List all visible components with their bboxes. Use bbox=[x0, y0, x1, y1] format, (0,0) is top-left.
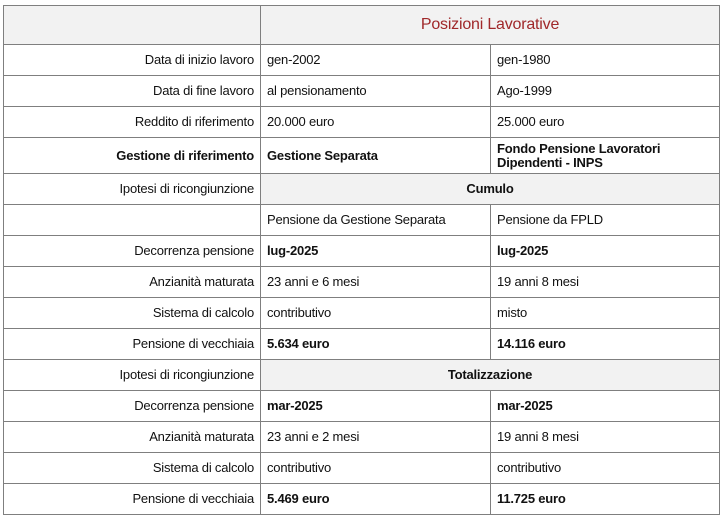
cell-value: 5.634 euro bbox=[260, 328, 491, 360]
row-label: Anzianità maturata bbox=[3, 266, 261, 298]
cell-value: Gestione Separata bbox=[260, 137, 491, 174]
cell-value: 11.725 euro bbox=[490, 483, 720, 515]
cell-value: 25.000 euro bbox=[490, 106, 720, 138]
empty-cell bbox=[3, 204, 261, 236]
cell-value: gen-1980 bbox=[490, 44, 720, 76]
table-row: Anzianità maturata 23 anni e 2 mesi 19 ann… bbox=[3, 421, 720, 453]
cell-value: contributivo bbox=[260, 297, 491, 329]
row-label: Pensione di vecchiaia bbox=[3, 328, 261, 360]
row-label: Anzianità maturata bbox=[3, 421, 261, 453]
header-empty-cell bbox=[3, 5, 261, 45]
subheader-row: Pensione da Gestione Separata Pensione d… bbox=[3, 204, 720, 236]
table-row: Pensione di vecchiaia 5.634 euro 14.116 eu… bbox=[3, 328, 720, 360]
cell-value: 23 anni e 2 mesi bbox=[260, 421, 491, 453]
row-label: Data di fine lavoro bbox=[3, 75, 261, 107]
row-label: Sistema di calcolo bbox=[3, 297, 261, 329]
cell-value: contributivo bbox=[260, 452, 491, 484]
table-header-row: Posizioni Lavorative bbox=[3, 5, 720, 45]
row-label: Reddito di riferimento bbox=[3, 106, 261, 138]
cell-value: contributivo bbox=[490, 452, 720, 484]
row-label: Data di inizio lavoro bbox=[3, 44, 261, 76]
table-row: Decorrenza pensione lug-2025 lug-2025 bbox=[3, 235, 720, 267]
cell-value: Ago-1999 bbox=[490, 75, 720, 107]
cell-value: 20.000 euro bbox=[260, 106, 491, 138]
table-row: Data di inizio lavoro gen-2002 gen-1980 bbox=[3, 44, 720, 76]
row-label: Ipotesi di ricongiunzione bbox=[3, 359, 261, 391]
row-label: Gestione di riferimento bbox=[3, 137, 261, 174]
cell-value: lug-2025 bbox=[260, 235, 491, 267]
column-subheader: Pensione da Gestione Separata bbox=[260, 204, 491, 236]
table-row: Reddito di riferimento 20.000 euro 25.00… bbox=[3, 106, 720, 138]
gestione-row: Gestione di riferimento Gestione Separat… bbox=[3, 137, 720, 174]
table-row: Decorrenza pensione mar-2025 mar-2025 bbox=[3, 390, 720, 422]
row-label: Decorrenza pensione bbox=[3, 390, 261, 422]
table-row: Anzianità maturata 23 anni e 6 mesi 19 ann… bbox=[3, 266, 720, 298]
section-row-totalizzazione: Ipotesi di ricongiunzione Totalizzazione bbox=[3, 359, 720, 391]
table-row: Pensione di vecchiaia 5.469 euro 11.725 eu… bbox=[3, 483, 720, 515]
cell-value: 5.469 euro bbox=[260, 483, 491, 515]
section-title: Totalizzazione bbox=[260, 359, 720, 391]
table-row: Sistema di calcolo contributivo contributi… bbox=[3, 452, 720, 484]
table-title: Posizioni Lavorative bbox=[260, 5, 720, 45]
row-label: Sistema di calcolo bbox=[3, 452, 261, 484]
column-subheader: Pensione da FPLD bbox=[490, 204, 720, 236]
table-row: Data di fine lavoro al pensionamento Ago… bbox=[3, 75, 720, 107]
cell-value: misto bbox=[490, 297, 720, 329]
section-row-cumulo: Ipotesi di ricongiunzione Cumulo bbox=[3, 173, 720, 205]
cell-value: al pensionamento bbox=[260, 75, 491, 107]
cell-value: mar-2025 bbox=[260, 390, 491, 422]
row-label: Pensione di vecchiaia bbox=[3, 483, 261, 515]
cell-line: Fondo Pensione Lavoratori bbox=[497, 140, 661, 156]
pension-comparison-table: Posizioni Lavorative Data di inizio lavo… bbox=[3, 5, 720, 515]
cell-line: Dipendenti - INPS bbox=[497, 154, 603, 170]
cell-value: 19 anni 8 mesi bbox=[490, 266, 720, 298]
cell-value: 23 anni e 6 mesi bbox=[260, 266, 491, 298]
section-title: Cumulo bbox=[260, 173, 720, 205]
cell-value: 19 anni 8 mesi bbox=[490, 421, 720, 453]
cell-value: 14.116 euro bbox=[490, 328, 720, 360]
row-label: Decorrenza pensione bbox=[3, 235, 261, 267]
row-label: Ipotesi di ricongiunzione bbox=[3, 173, 261, 205]
cell-value: gen-2002 bbox=[260, 44, 491, 76]
cell-value: lug-2025 bbox=[490, 235, 720, 267]
cell-value: mar-2025 bbox=[490, 390, 720, 422]
table-row: Sistema di calcolo contributivo misto bbox=[3, 297, 720, 329]
cell-value: Fondo Pensione Lavoratori Dipendenti - IN… bbox=[490, 137, 720, 174]
